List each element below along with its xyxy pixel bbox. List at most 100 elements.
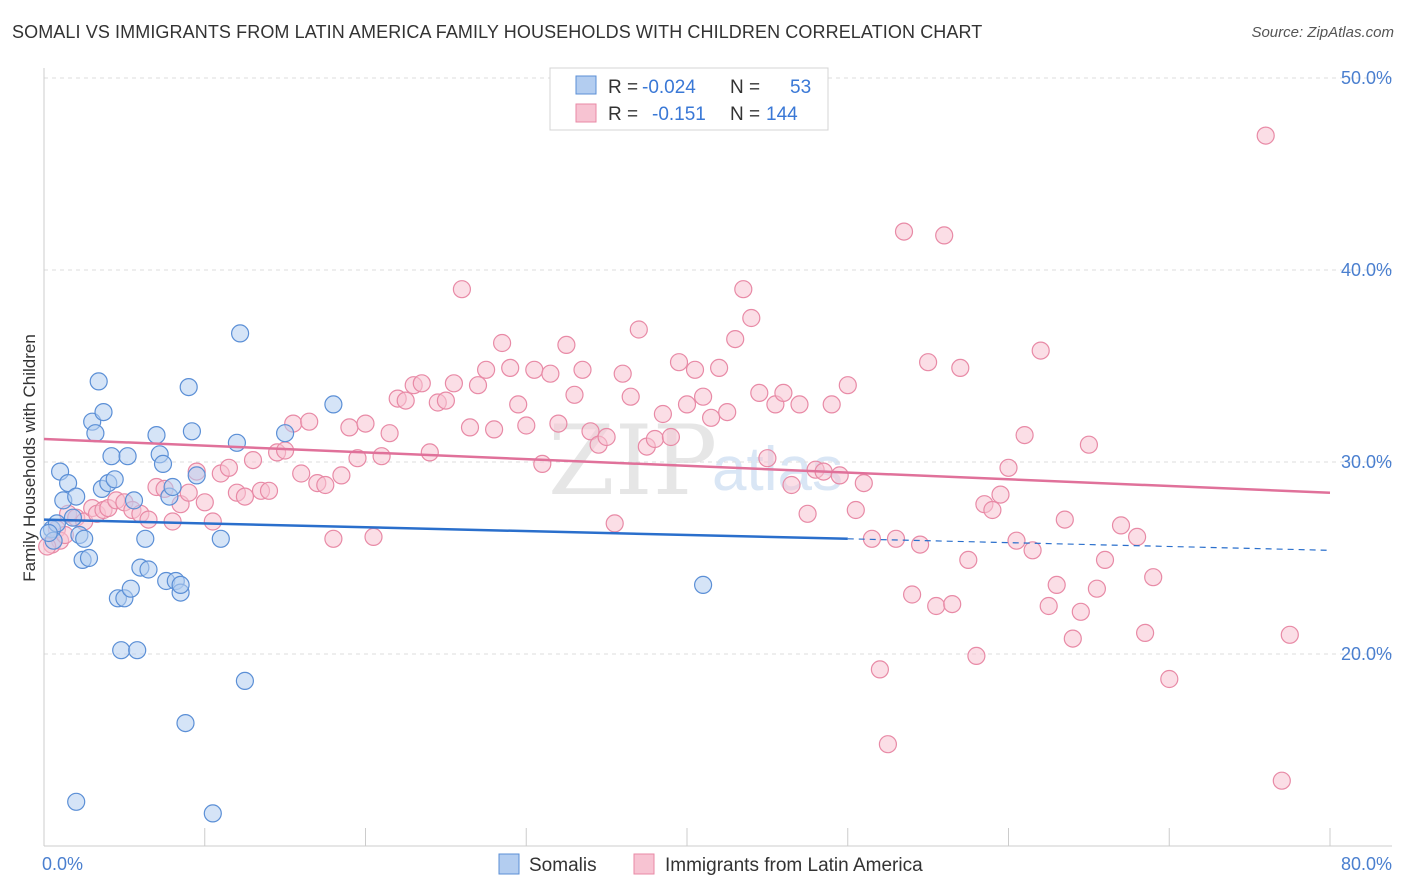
somalis-trend-extension [847,538,1331,551]
latin-america-point [203,512,222,531]
latin-america-point [701,408,721,427]
latin-america-point [356,414,375,433]
latin-america-point [364,527,383,547]
latin-america-point [886,529,906,548]
latin-america-point [324,529,343,548]
latin-america-point [195,493,214,512]
latin-america-point [734,280,753,299]
somalis-point [67,792,86,811]
latin-america-point [927,596,946,616]
x-tick-label-min: 0.0% [42,854,83,874]
y-tick-label-20: 20.0% [1341,644,1392,664]
latin-america-point [485,420,504,439]
somalis-point [136,529,155,548]
latin-america-point [870,660,890,679]
bottom-legend-swatch-latin-america [633,853,655,875]
somalis-point [203,804,222,823]
latin-america-point [549,414,568,433]
latin-america-point [573,360,592,379]
latin-america-point [677,395,697,414]
latin-america-point [1111,516,1131,535]
latin-america-point [509,395,528,414]
y-tick-labels: 20.0% 30.0% 40.0% 50.0% [1341,68,1392,664]
latin-america-point [139,510,158,529]
latin-america-point [935,226,954,245]
latin-america-point [1055,510,1074,529]
latin-america-point [1135,623,1155,643]
latin-america-point [477,360,496,379]
y-tick-label-50: 50.0% [1341,68,1392,88]
latin-america-point [846,500,865,520]
latin-america-trend-line [43,437,1331,494]
latin-america-point [613,364,632,383]
latin-america-point [758,449,777,468]
latin-america-point [943,594,962,614]
latin-america-point [830,466,849,485]
latin-america-point [332,466,351,485]
legend-swatch-somalis [575,75,597,95]
latin-america-point [557,335,576,354]
somalis-point [235,671,254,691]
somalis-point [276,424,295,443]
latin-america-point [452,280,471,299]
legend-r-label-1: R = [608,77,638,98]
latin-america-point [372,447,391,466]
legend-n-value-2: 144 [766,104,798,125]
latin-america-point [436,391,455,410]
latin-america-point [661,427,681,447]
somalis-point [324,395,343,414]
somalis-point [124,491,144,510]
trend-lines [43,437,1331,551]
latin-america-point [685,360,705,379]
latin-america-point [653,404,673,424]
legend-r-value-2: -0.151 [652,104,706,125]
y-tick-label-30: 30.0% [1341,452,1392,472]
bottom-legend-label-latin-america: Immigrants from Latin America [665,855,923,876]
latin-america-point [605,514,624,533]
latin-america-point [219,458,238,477]
latin-america-point [1280,625,1299,644]
latin-america-point [597,427,616,447]
bottom-legend-label-somalis: Somalis [529,855,597,876]
latin-america-point [1007,531,1026,550]
latin-america-point [420,443,439,462]
bottom-legend-swatch-somalis [498,853,520,875]
latin-america-point [790,395,809,414]
somalis-point [187,466,206,485]
latin-america-point [235,487,254,506]
latin-america-point [782,475,801,495]
latin-america-point [645,429,665,449]
latin-america-point [243,451,263,470]
somalis-point [79,548,99,568]
legend-n-value-1: 53 [790,77,811,98]
series-legend: Somalis Immigrants from Latin America [498,853,923,876]
latin-america-point [1039,596,1058,616]
correlation-legend: R = -0.024 N = 53 R = -0.151 N = 144 [549,67,829,131]
latin-america-point [565,385,584,404]
somalis-point [147,426,166,445]
latin-america-point [1023,541,1042,560]
legend-n-label-2: N = [730,104,760,125]
latin-america-point [525,360,544,379]
somalis-point [121,579,140,598]
latin-america-point [902,585,922,604]
somalis-point [128,641,147,660]
latin-america-point [983,500,1002,520]
latin-america-point [951,358,970,377]
somalis-point [58,474,78,493]
latin-america-point [1272,771,1291,790]
latin-america-point [750,383,769,402]
latin-america-point [517,416,536,435]
latin-america-point [292,464,311,483]
source-label: Source: ZipAtlas.com [1251,24,1394,41]
somalis-point [94,403,113,422]
latin-america-point [460,418,480,437]
latin-america-point [179,483,198,502]
latin-america-point [991,485,1010,504]
latin-america-point [718,403,737,422]
somalis-point [112,641,131,660]
latin-america-point [854,474,873,493]
legend-r-label-2: R = [608,104,638,125]
series-latin-america-points [38,126,1299,790]
